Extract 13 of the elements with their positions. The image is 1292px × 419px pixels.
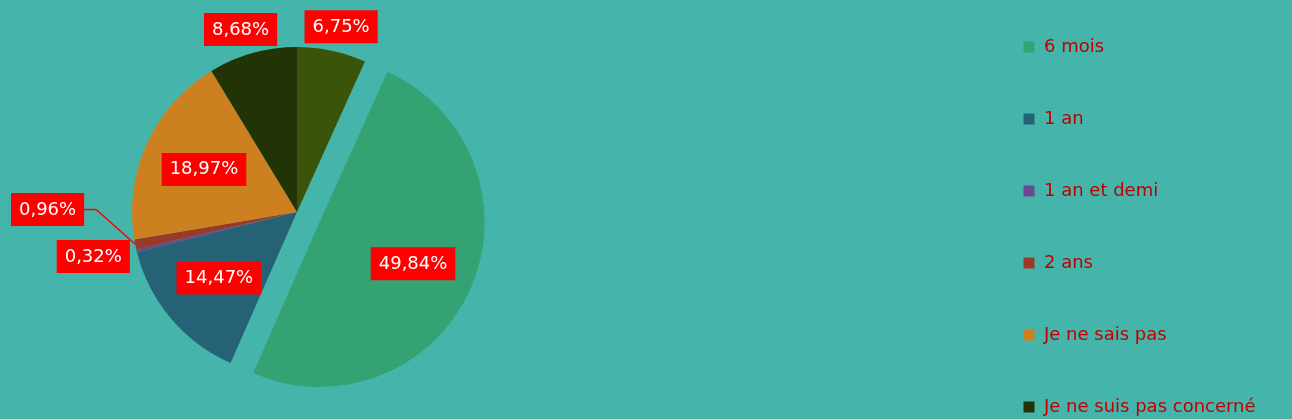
legend-label: Je ne suis pas concerné [1043, 395, 1256, 416]
legend-label: 1 an [1044, 107, 1084, 128]
legend-label: 6 mois [1044, 35, 1105, 56]
data-label: 49,84% [378, 251, 448, 273]
legend-label: 1 an et demi [1044, 179, 1159, 200]
data-label: 14,47% [184, 266, 254, 288]
data-label: 0,32% [64, 244, 122, 266]
data-label: 8,68% [211, 17, 270, 39]
data-label: 18,97% [169, 157, 239, 179]
data-label: 6,75% [312, 14, 370, 36]
legend-label: 2 ans [1044, 251, 1093, 272]
legend-label: Je ne sais pas [1043, 323, 1167, 344]
data-label: 0,96% [18, 197, 77, 219]
